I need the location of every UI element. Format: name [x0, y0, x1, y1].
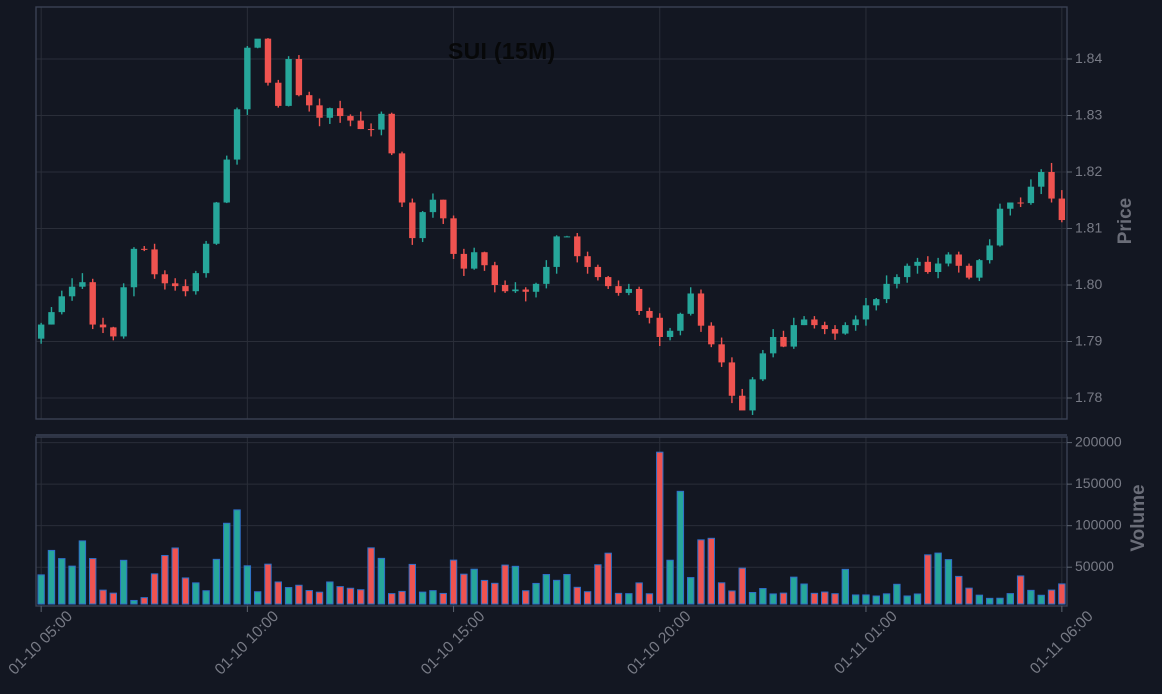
svg-text:1.83: 1.83: [1075, 107, 1102, 123]
svg-text:150000: 150000: [1075, 475, 1122, 491]
svg-text:Price: Price: [1115, 198, 1136, 244]
svg-text:1.78: 1.78: [1075, 389, 1102, 405]
svg-text:1.79: 1.79: [1075, 333, 1102, 349]
svg-text:200000: 200000: [1075, 434, 1122, 450]
svg-text:1.81: 1.81: [1075, 220, 1102, 236]
svg-text:SUI (15M): SUI (15M): [448, 38, 556, 64]
svg-text:1.82: 1.82: [1075, 163, 1102, 179]
svg-text:1.80: 1.80: [1075, 276, 1102, 292]
svg-text:1.84: 1.84: [1075, 50, 1102, 66]
svg-text:100000: 100000: [1075, 517, 1122, 533]
svg-text:Volume: Volume: [1128, 484, 1149, 551]
svg-text:50000: 50000: [1075, 558, 1114, 574]
